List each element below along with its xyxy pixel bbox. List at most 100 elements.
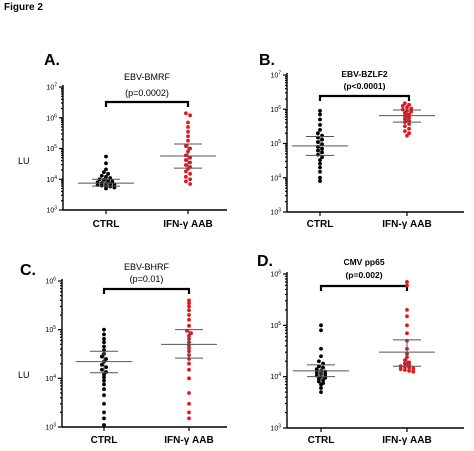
ctrl-point <box>106 171 110 176</box>
ctrl-point <box>102 340 106 345</box>
aab-point <box>188 177 193 182</box>
ctrl-point <box>320 155 324 160</box>
aab-point <box>187 367 191 372</box>
figure-title: Figure 2 <box>4 2 43 13</box>
ctrl-point <box>102 332 106 337</box>
ctrl-point <box>318 165 322 170</box>
chart-panel-1: A. EBV-BMRF (p=0.0002) 103 104 105 106 107 LU CTR… <box>18 52 227 230</box>
ctrl-point <box>104 186 108 191</box>
significance-bracket <box>318 94 411 101</box>
aab-point <box>407 368 411 373</box>
ctrl-point <box>317 359 321 364</box>
ctrl-point <box>100 354 104 359</box>
aab-point <box>186 125 190 129</box>
aab-point <box>184 111 188 116</box>
ctrl-point <box>102 387 106 392</box>
aab-point <box>403 101 407 106</box>
ctrl-point <box>318 122 322 127</box>
ctrl-point <box>317 379 321 384</box>
y-tick-label: 105 <box>270 321 281 330</box>
y-tick-label: 104 <box>270 173 281 182</box>
y-tick-label: 103 <box>270 208 281 217</box>
ctrl-point <box>317 377 321 381</box>
aab-point <box>188 113 193 118</box>
ctrl-point <box>102 423 106 427</box>
ctrl-point <box>104 174 108 179</box>
aab-point <box>184 163 188 167</box>
aab-point <box>187 376 191 381</box>
ctrl-point <box>102 416 106 421</box>
aab-point <box>403 368 407 372</box>
chart-title: EBV-BMRF <box>124 72 171 82</box>
ctrl-point <box>110 179 115 184</box>
aab-point <box>187 317 191 322</box>
aab-point <box>405 283 409 288</box>
aab-point <box>405 105 409 110</box>
ctrl-point <box>318 117 322 122</box>
aab-point <box>411 369 416 374</box>
aab-point <box>403 124 407 129</box>
aab-point <box>188 146 193 151</box>
p-value-label: (p=0.01) <box>130 274 164 284</box>
y-tick-label: 106 <box>270 270 281 279</box>
aab-point <box>186 129 190 134</box>
aab-point <box>403 117 407 121</box>
y-axis-label: LU <box>18 156 30 166</box>
y-tick-label: 105 <box>45 325 56 334</box>
aab-point <box>403 361 407 366</box>
aab-point <box>407 126 411 131</box>
ctrl-point <box>319 328 323 333</box>
aab-point <box>187 361 191 366</box>
aab-point <box>405 133 409 138</box>
ctrl-point <box>102 178 106 182</box>
ctrl-point <box>102 336 106 341</box>
ctrl-point <box>314 367 319 372</box>
panel-label: C. <box>20 262 36 279</box>
panel-label: D. <box>257 253 273 270</box>
aab-point <box>411 366 416 371</box>
p-value-label: (p=0.002) <box>345 270 382 280</box>
ctrl-point <box>102 382 106 387</box>
x-tick-label: IFN-γ AAB <box>382 219 431 230</box>
ctrl-point <box>318 158 322 162</box>
ctrl-point <box>318 169 322 174</box>
y-tick-label: 105 <box>270 139 281 148</box>
aab-point <box>188 171 193 176</box>
aab-point <box>184 174 188 179</box>
significance-bracket <box>104 100 190 107</box>
ctrl-point <box>102 375 106 380</box>
aab-point <box>184 169 188 174</box>
y-tick-label: 103 <box>46 206 57 215</box>
y-tick-label: 106 <box>46 113 57 122</box>
ctrl-point <box>102 393 106 398</box>
significance-bracket <box>102 287 191 294</box>
ctrl-point <box>104 154 108 159</box>
p-value-label: (p=0.0002) <box>125 88 169 98</box>
aab-point <box>187 301 191 306</box>
chart-title: CMV pp65 <box>343 257 384 267</box>
aab-point <box>400 104 405 108</box>
y-tick-label: 106 <box>270 105 281 114</box>
aab-point <box>407 118 411 123</box>
ctrl-point <box>104 365 108 370</box>
x-tick-label: CTRL <box>93 219 120 230</box>
ctrl-point <box>319 346 323 351</box>
ctrl-point <box>318 127 322 132</box>
aab-point <box>409 106 414 111</box>
x-tick-label: IFN-γ AAB <box>164 435 213 446</box>
y-tick-label: 104 <box>45 374 56 383</box>
aab-point <box>189 331 194 336</box>
aab-point <box>403 111 407 115</box>
aab-point <box>405 314 409 319</box>
aab-point <box>188 160 193 165</box>
y-tick-label: 105 <box>46 144 57 153</box>
aab-point <box>184 179 188 184</box>
ctrl-point <box>318 175 322 180</box>
ctrl-point <box>102 401 106 406</box>
ctrl-point <box>102 378 106 383</box>
ctrl-point <box>102 344 106 349</box>
y-tick-label: 103 <box>45 423 56 432</box>
aab-point <box>184 144 188 148</box>
ctrl-point <box>321 365 325 370</box>
